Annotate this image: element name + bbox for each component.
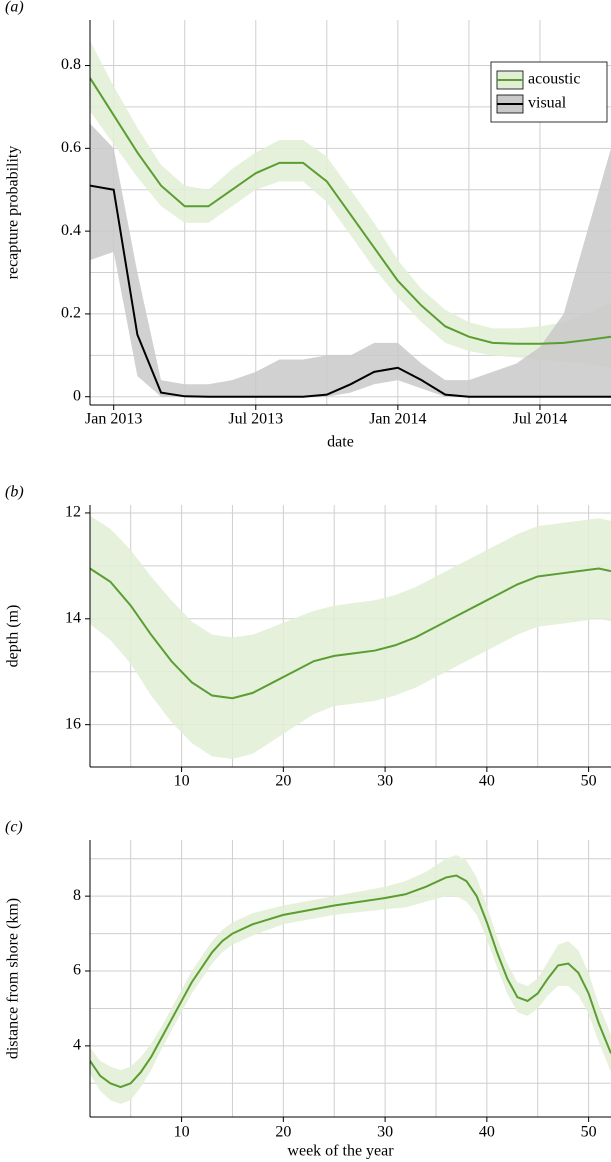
line [90, 77, 611, 345]
x-axis-label: week of the year [287, 1143, 394, 1160]
y-tick-label: 12 [65, 504, 81, 521]
line [90, 567, 611, 700]
confidence-band [90, 854, 611, 1104]
x-tick-label: 20 [275, 773, 291, 790]
x-tick-label: Jan 2014 [369, 411, 426, 428]
plot-area [90, 854, 611, 1104]
panel-label: (c) [5, 819, 23, 836]
y-tick-label: 0.8 [61, 56, 81, 73]
x-tick-label: Jul 2013 [228, 411, 283, 428]
x-tick-label: 30 [377, 773, 393, 790]
x-tick-label: 40 [479, 773, 495, 790]
confidence-band [90, 123, 611, 397]
confidence-band [90, 515, 611, 760]
y-tick-label: 0 [73, 387, 81, 404]
y-tick-label: 16 [65, 715, 81, 732]
x-tick-label: 50 [581, 1124, 597, 1141]
x-tick-label: 10 [174, 1124, 190, 1141]
y-tick-label: 0.2 [61, 305, 81, 322]
confidence-band [90, 40, 611, 368]
plot-area [90, 40, 611, 398]
legend-label: visual [528, 95, 567, 112]
line [90, 184, 611, 398]
x-tick-label: 10 [174, 773, 190, 790]
x-axis-label: date [327, 434, 354, 451]
x-tick-label: 30 [377, 1124, 393, 1141]
y-axis-label: distance from shore (km) [5, 898, 22, 1059]
y-tick-label: 0.6 [61, 139, 81, 156]
panel: Jan 2013 Jul 2013 Jan 2014 Jul 2014 0 0.2 0.4 0… [5, 0, 611, 451]
x-tick-label: Jul 2014 [513, 411, 568, 428]
y-tick-label: 8 [73, 887, 81, 904]
panel: 10 20 30 40 50 12 14 16 (b) depth (m) [5, 484, 611, 790]
panel: 10 20 30 40 50 4 6 8 (c) week of the year distance… [5, 819, 611, 1160]
x-tick-label: 20 [275, 1124, 291, 1141]
x-tick-label: 40 [479, 1124, 495, 1141]
panel-label: (b) [5, 484, 24, 501]
x-tick-label: 50 [581, 773, 597, 790]
y-axis-label: depth (m) [5, 605, 22, 668]
line [90, 874, 611, 1089]
y-tick-label: 0.4 [61, 222, 81, 239]
y-tick-label: 6 [73, 962, 81, 979]
panel-label: (a) [5, 0, 24, 16]
x-tick-label: Jan 2013 [85, 411, 142, 428]
legend-label: acoustic [528, 71, 580, 88]
y-tick-label: 4 [73, 1037, 81, 1054]
plot-area [90, 515, 611, 760]
y-axis-label: recapture probability [5, 146, 22, 280]
y-tick-label: 14 [65, 609, 81, 626]
